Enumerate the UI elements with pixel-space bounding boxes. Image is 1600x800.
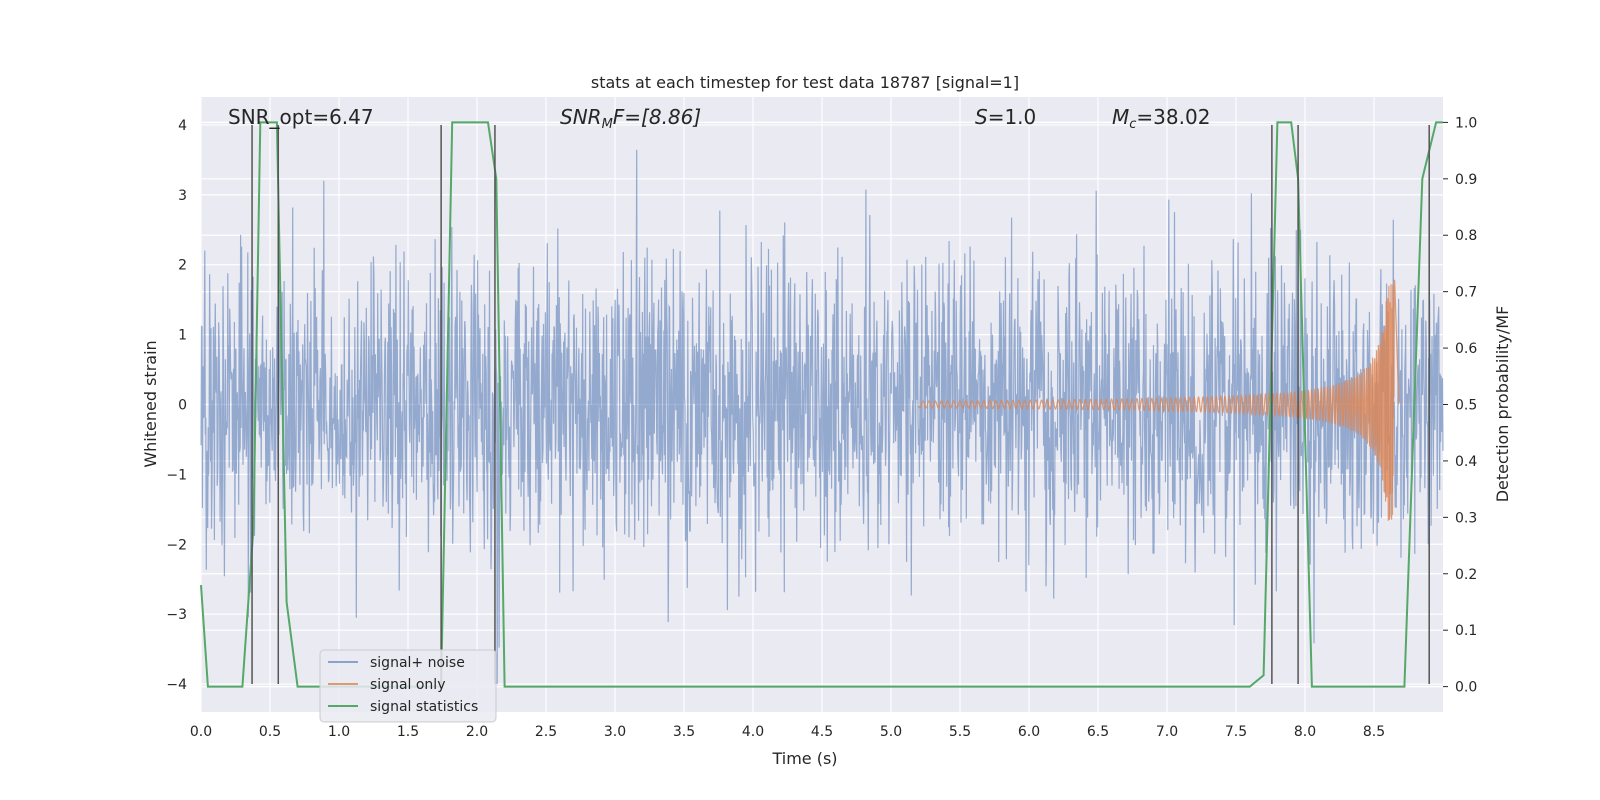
y2-tick-label: 0.2 [1455,567,1477,583]
x-tick-label: 7.0 [1156,724,1178,740]
x-tick-label: 4.5 [811,724,833,740]
series-signal-only [918,279,1400,521]
x-tick-label: 7.5 [1225,724,1247,740]
y-tick-label: −1 [166,467,187,483]
y-tick-label: 3 [178,188,187,204]
y2-tick-label: 1.0 [1455,115,1477,131]
x-tick-label: 2.5 [535,724,557,740]
annotation-s-base: S [975,105,988,129]
y-tick-label: −4 [166,677,187,693]
y-tick-label: 0 [178,398,187,414]
x-axis-label: Time (s) [771,749,837,768]
y2-tick-label: 0.7 [1455,285,1477,301]
x-tick-label: 5.5 [949,724,971,740]
annotation-mc-base: M [1112,105,1129,129]
y-tick-label: 1 [178,328,187,344]
x-tick-label: 6.0 [1018,724,1040,740]
y2-tick-label: 0.9 [1455,172,1477,188]
annotation-snr-opt: SNR_opt=6.47 [228,105,374,129]
annotation-snr-mf: SNRMF=[8.86] [560,105,701,132]
y2-tick-label: 0.0 [1455,680,1477,696]
legend: signal+ noise signal only signal statist… [319,649,497,723]
x-tick-label: 0.0 [190,724,212,740]
signal-statistics-line [200,121,1443,688]
legend-label-signal-noise: signal+ noise [370,655,465,671]
y2-tick-label: 0.1 [1455,623,1477,639]
x-tick-label: 4.0 [742,724,764,740]
x-tick-label: 1.0 [328,724,350,740]
x-tick-label: 3.5 [673,724,695,740]
y2-axis-ticks: 1.0 0.9 0.8 0.7 0.6 0.5 0.4 0.3 0.2 0.1 0.0 [1443,115,1477,696]
legend-label-signal-only: signal only [370,677,445,693]
signal-only-line [918,279,1400,521]
y2-axis-label: Detection probability/MF [1493,306,1512,503]
x-tick-label: 0.5 [259,724,281,740]
y-tick-label: 4 [178,118,187,134]
annotation-s-rest: =1.0 [988,105,1037,129]
x-tick-label: 6.5 [1087,724,1109,740]
x-tick-label: 3.0 [604,724,626,740]
y2-tick-label: 0.5 [1455,398,1477,414]
x-tick-label: 5.0 [880,724,902,740]
annotation-snr-mf-sub: M [602,117,613,132]
legend-label-signal-statistics: signal statistics [370,699,478,715]
y-axis-label: Whitened strain [141,340,160,467]
y2-tick-label: 0.8 [1455,228,1477,244]
annotation-snr-mf-rest: F=[8.86] [613,105,701,129]
annotation-mc: Mc=38.02 [1112,105,1210,132]
x-tick-label: 8.5 [1363,724,1385,740]
y2-tick-label: 0.3 [1455,510,1477,526]
y-tick-label: −2 [166,537,187,553]
chart-title: stats at each timestep for test data 187… [591,73,1019,92]
y2-tick-label: 0.6 [1455,341,1477,357]
y-axis-ticks: 4 3 2 1 0 −1 −2 −3 −4 [166,118,187,693]
y-tick-label: −3 [166,607,187,623]
x-tick-label: 1.5 [397,724,419,740]
annotation-mc-sub: c [1129,117,1136,132]
x-axis-ticks: 0.0 0.5 1.0 1.5 2.0 2.5 3.0 3.5 4.0 4.5 5.0 5.5 6.0 6… [190,724,1385,740]
legend-box [319,649,497,723]
x-tick-label: 2.0 [466,724,488,740]
y2-tick-label: 0.4 [1455,454,1477,470]
y-tick-label: 2 [178,258,187,274]
x-tick-label: 8.0 [1294,724,1316,740]
annotation-snr-mf-base: SNR [560,105,602,129]
annotation-s: S=1.0 [975,105,1036,129]
annotation-mc-rest: =38.02 [1136,105,1210,129]
vertical-markers [251,124,1430,685]
series-signal-statistics [200,121,1443,688]
